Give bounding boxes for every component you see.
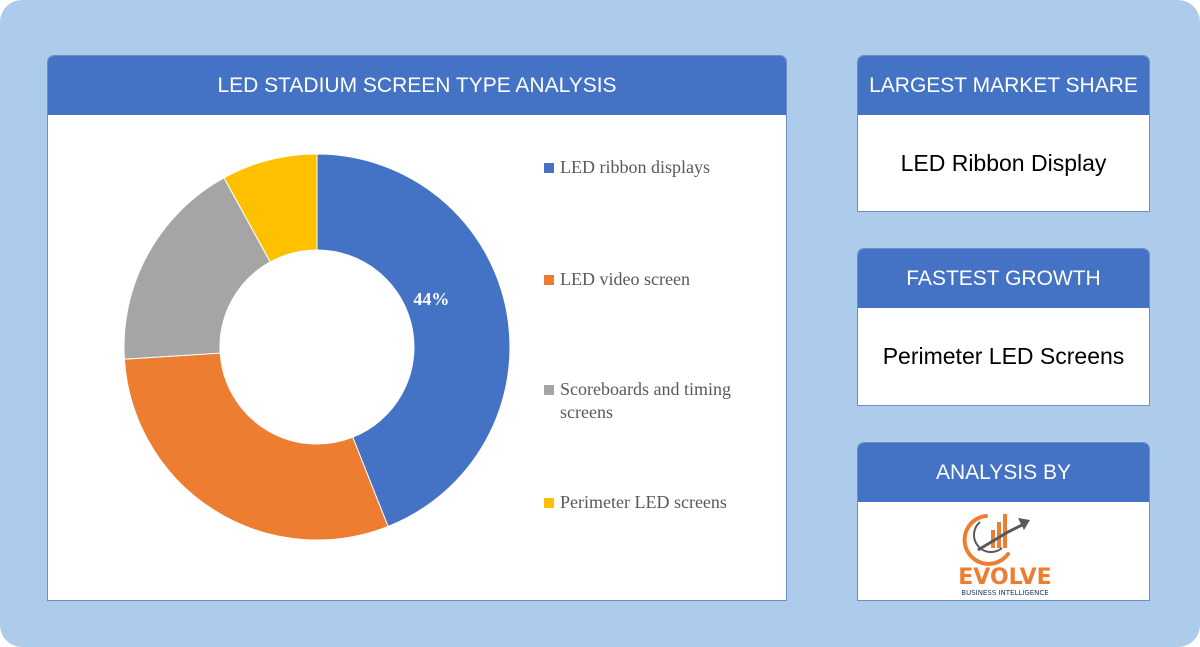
card-value: Perimeter LED Screens [882, 343, 1125, 369]
slice-led-ribbon-displays [316, 153, 511, 528]
legend-swatch [544, 163, 554, 173]
logo-tagline: BUSINESS INTELLIGENCE [961, 589, 1048, 597]
legend-swatch [544, 498, 554, 508]
card-title: FASTEST GROWTH [858, 249, 1149, 308]
card-value: LED Ribbon Display [900, 149, 1107, 176]
legend-label: LED video screen [560, 269, 690, 289]
chart-title: LED STADIUM SCREEN TYPE ANALYSIS [48, 56, 786, 115]
donut-chart: 44% [123, 153, 511, 541]
legend-item: Scoreboards and timing screens [544, 378, 784, 424]
legend-item: LED ribbon displays [544, 156, 784, 179]
slice-data-label: 44% [413, 289, 449, 309]
evolve-logo-icon: EVOLVE BUSINESS INTELLIGENCE [958, 514, 1052, 597]
legend-item: LED video screen [544, 268, 784, 291]
largest-market-share-card: LARGEST MARKET SHARE LED Ribbon Display [857, 55, 1150, 212]
slice-perimeter-led-screens [223, 153, 318, 263]
legend-label: LED ribbon displays [560, 157, 710, 177]
chart-panel: LED STADIUM SCREEN TYPE ANALYSIS 44% LED… [47, 55, 787, 601]
evolve-logo: EVOLVE BUSINESS INTELLIGENCE [858, 502, 1149, 600]
logo-name: EVOLVE [958, 565, 1051, 590]
legend-item: Perimeter LED screens [544, 491, 784, 514]
card-title: LARGEST MARKET SHARE [858, 56, 1149, 115]
slice-led-video-screen [123, 352, 389, 541]
legend-label: Scoreboards and timing screens [560, 379, 731, 422]
legend-swatch [544, 275, 554, 285]
analysis-by-card: ANALYSIS BY EVOLVE BUSINESS INTELLIGENCE [857, 442, 1150, 601]
slice-scoreboards-and-timing-screens [123, 177, 271, 360]
legend-swatch [544, 385, 554, 395]
fastest-growth-card: FASTEST GROWTH Perimeter LED Screens [857, 248, 1150, 406]
card-title: ANALYSIS BY [858, 443, 1149, 502]
legend-label: Perimeter LED screens [560, 492, 727, 512]
